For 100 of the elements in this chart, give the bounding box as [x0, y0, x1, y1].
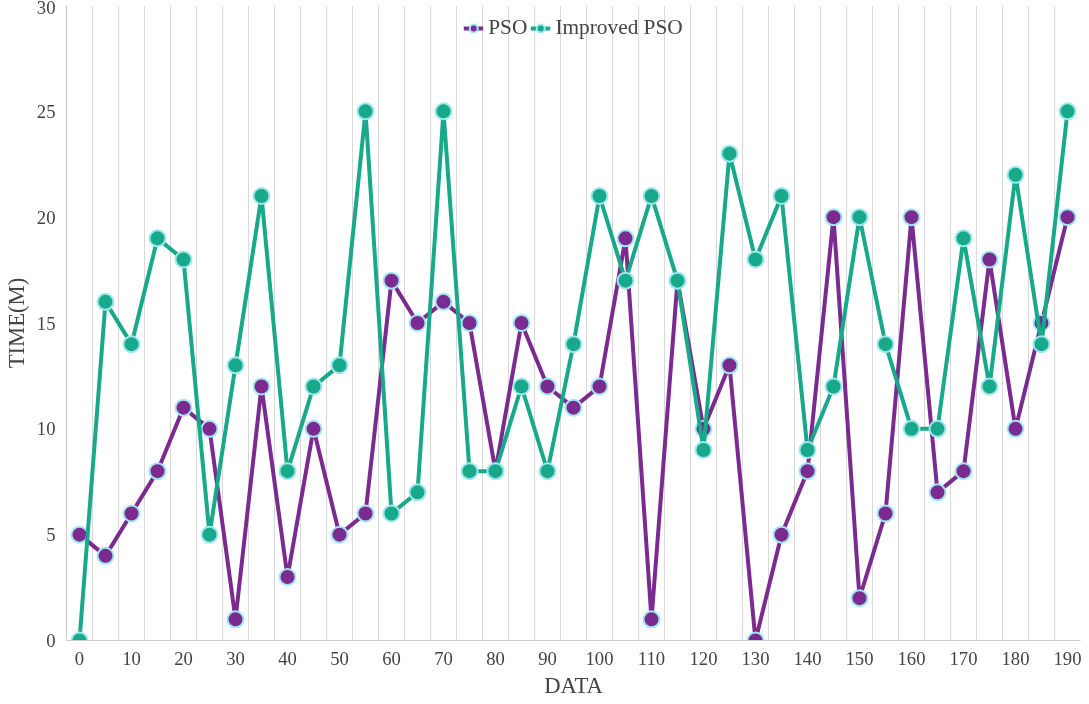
- point: [954, 462, 973, 481]
- point: [720, 356, 739, 375]
- point: [642, 610, 661, 629]
- point: [434, 102, 453, 121]
- point: [902, 419, 921, 438]
- point: [382, 504, 401, 523]
- x-tick-label: 180: [1001, 647, 1030, 669]
- point: [564, 398, 583, 417]
- point: [772, 187, 791, 205]
- point: [512, 377, 531, 396]
- y-tick-label: 25: [36, 100, 56, 122]
- point: [538, 462, 557, 481]
- x-tick-label: 150: [845, 647, 874, 669]
- point: [460, 462, 479, 481]
- point: [616, 229, 635, 248]
- point: [330, 356, 349, 375]
- point: [850, 208, 869, 227]
- point: [174, 250, 193, 269]
- x-tick-label: 110: [637, 647, 666, 669]
- x-axis-title: DATA: [544, 672, 604, 698]
- y-tick-label: 15: [36, 312, 56, 334]
- y-tick-label: 0: [46, 630, 56, 651]
- point: [200, 525, 219, 544]
- x-tick-label: 140: [793, 647, 822, 669]
- point: [902, 208, 921, 227]
- point: [1032, 335, 1051, 354]
- legend-label: Improved PSO: [555, 15, 683, 40]
- point: [382, 271, 401, 290]
- point: [96, 546, 115, 565]
- x-tick-label: 20: [174, 647, 193, 669]
- point: [252, 187, 271, 205]
- x-tick-label: 0: [74, 647, 85, 669]
- x-tick-label: 130: [741, 647, 770, 669]
- point: [1006, 165, 1025, 184]
- point: [980, 377, 999, 396]
- point: [798, 441, 817, 459]
- point: [148, 229, 167, 248]
- x-tick-label: 60: [382, 647, 401, 669]
- point: [746, 250, 765, 269]
- point: [278, 568, 297, 586]
- point: [876, 504, 895, 523]
- x-tick-label: 100: [585, 647, 614, 669]
- point: [954, 229, 973, 248]
- point: [148, 462, 167, 481]
- point: [226, 356, 245, 375]
- point: [408, 483, 427, 502]
- point: [122, 504, 141, 523]
- x-tick-label: 10: [122, 647, 141, 669]
- legend-label: PSO: [488, 15, 528, 40]
- point: [928, 483, 947, 502]
- x-tick-label: 170: [949, 647, 978, 669]
- x-tick-label: 80: [486, 647, 505, 669]
- x-tick-label: 90: [538, 647, 557, 669]
- point: [460, 314, 479, 332]
- point: [642, 187, 661, 205]
- x-tick-label: 40: [278, 647, 297, 669]
- point: [616, 271, 635, 290]
- point: [304, 419, 323, 438]
- point: [122, 335, 141, 354]
- point: [278, 462, 297, 481]
- y-tick-label: 5: [46, 524, 56, 546]
- point: [590, 377, 609, 396]
- y-tick-label: 10: [36, 418, 56, 440]
- y-tick-label: 30: [36, 0, 56, 18]
- point: [824, 208, 843, 227]
- point: [304, 377, 323, 396]
- y-tick-label: 20: [36, 206, 56, 228]
- point: [694, 441, 713, 459]
- x-tick-label: 70: [434, 647, 453, 669]
- point: [330, 525, 349, 544]
- point: [772, 525, 791, 544]
- point: [876, 335, 895, 354]
- x-tick-label: 120: [689, 647, 718, 669]
- x-tick-label: 30: [226, 647, 245, 669]
- point: [96, 292, 115, 311]
- point: [1058, 208, 1077, 227]
- point: [434, 292, 453, 311]
- x-tick-label: 50: [330, 647, 349, 669]
- point: [538, 377, 557, 396]
- point: [720, 144, 739, 163]
- point: [1006, 419, 1025, 438]
- point: [356, 504, 375, 523]
- x-tick-label: 190: [1053, 647, 1082, 669]
- point: [356, 102, 375, 121]
- point: [928, 419, 947, 438]
- point: [980, 250, 999, 269]
- point: [512, 314, 531, 332]
- point: [174, 398, 193, 417]
- point: [850, 589, 869, 608]
- point: [408, 314, 427, 332]
- point: [564, 335, 583, 354]
- point: [200, 419, 219, 438]
- point: [590, 187, 609, 205]
- x-tick-label: 160: [897, 647, 926, 669]
- point: [252, 377, 271, 396]
- y-axis-title: TIME(M): [3, 277, 29, 369]
- point: [226, 610, 245, 629]
- point: [824, 377, 843, 396]
- point: [1058, 102, 1077, 121]
- point: [798, 462, 817, 481]
